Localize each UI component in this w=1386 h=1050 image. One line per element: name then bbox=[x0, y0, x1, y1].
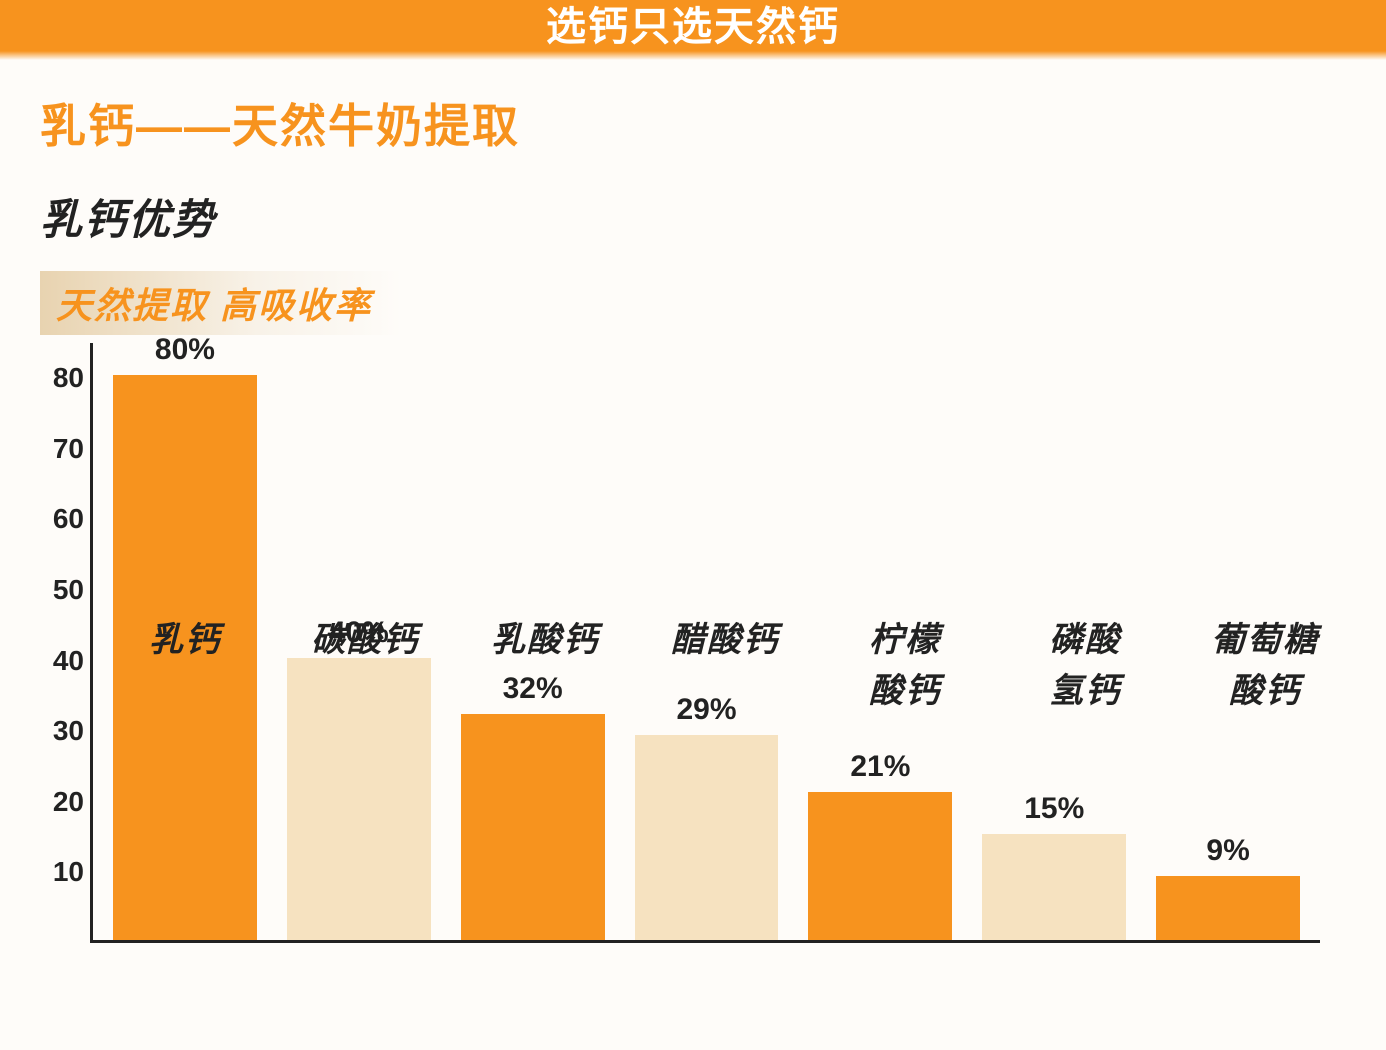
header-banner: 选钙只选天然钙 bbox=[0, 0, 1386, 60]
y-tick: 20 bbox=[53, 786, 84, 818]
bar-value-label: 9% bbox=[1206, 834, 1249, 868]
tag-strip: 天然提取 高吸收率 bbox=[40, 271, 402, 335]
category-label: 乳钙 bbox=[110, 615, 260, 717]
bar-value-label: 80% bbox=[155, 333, 215, 367]
y-axis: 10 20 30 40 50 60 70 80 bbox=[20, 343, 90, 943]
y-tick: 80 bbox=[53, 362, 84, 394]
section-title: 乳钙优势 bbox=[0, 156, 1386, 247]
y-tick: 40 bbox=[53, 645, 84, 677]
header-title: 选钙只选天然钙 bbox=[546, 5, 840, 49]
bar-column: 21% bbox=[808, 750, 952, 940]
bar-column: 15% bbox=[982, 792, 1126, 940]
category-label: 磷酸 氢钙 bbox=[1010, 615, 1160, 717]
y-tick: 10 bbox=[53, 856, 84, 888]
bar bbox=[461, 714, 605, 940]
bar bbox=[635, 735, 779, 940]
y-tick: 60 bbox=[53, 503, 84, 535]
bar-column: 9% bbox=[1156, 834, 1300, 940]
category-label: 柠檬 酸钙 bbox=[830, 615, 980, 717]
bar-value-label: 15% bbox=[1024, 792, 1084, 826]
bar-column: 29% bbox=[635, 693, 779, 940]
y-tick: 70 bbox=[53, 433, 84, 465]
y-tick: 30 bbox=[53, 715, 84, 747]
y-tick: 50 bbox=[53, 574, 84, 606]
bar bbox=[1156, 876, 1300, 940]
bar bbox=[808, 792, 952, 940]
category-label: 醋酸钙 bbox=[650, 615, 800, 717]
category-label: 葡萄糖 酸钙 bbox=[1190, 615, 1340, 717]
bar bbox=[982, 834, 1126, 940]
category-row: 乳钙碳酸钙乳酸钙醋酸钙柠檬 酸钙磷酸 氢钙葡萄糖 酸钙 bbox=[90, 615, 1370, 717]
bar-value-label: 21% bbox=[850, 750, 910, 784]
category-label: 乳酸钙 bbox=[470, 615, 620, 717]
category-label: 碳酸钙 bbox=[290, 615, 440, 717]
subtitle: 乳钙——天然牛奶提取 bbox=[0, 60, 1386, 156]
